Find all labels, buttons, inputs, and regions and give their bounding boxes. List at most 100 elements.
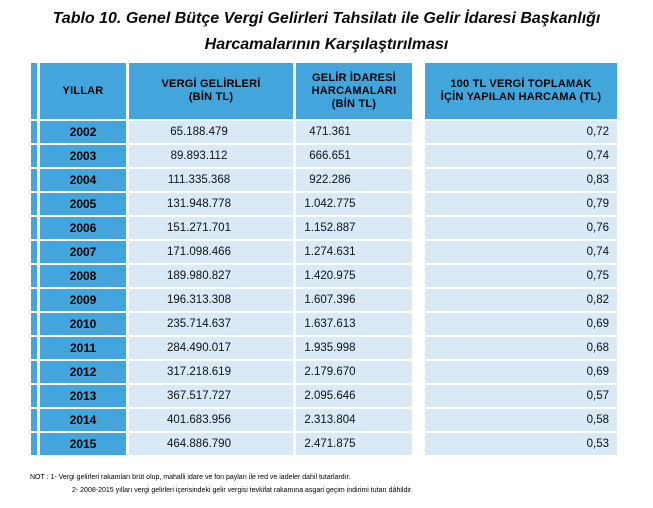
row-spacer-cell (31, 433, 37, 455)
gib-expenditure-cell: 1.935.998 (296, 337, 412, 359)
row-spacer-cell (31, 289, 37, 311)
cost-per-100tl-cell: 0,83 (425, 169, 617, 191)
gib-expenditure-cell: 1.274.631 (296, 241, 412, 263)
tax-revenue-cell: 131.948.778 (129, 193, 293, 215)
tax-revenue-cell: 196.313.308 (129, 289, 293, 311)
year-cell: 2011 (40, 337, 126, 359)
row-spacer-cell (31, 265, 37, 287)
gib-expenditure-cell: 1.042.775 (296, 193, 412, 215)
gib-expenditure-cell: 666.651 (296, 145, 412, 167)
header-spacer-cell (31, 63, 37, 119)
gib-expenditure-cell: 1.637.613 (296, 313, 412, 335)
gib-expenditure-cell: 922.286 (296, 169, 412, 191)
header-gib-expenditures-label: GELİR İDARESİ HARCAMALARI (BİN TL) (311, 71, 397, 110)
year-cell: 2002 (40, 121, 126, 143)
table-title: Tablo 10. Genel Bütçe Vergi Gelirleri Ta… (0, 0, 653, 58)
cost-per-100tl-cell: 0,68 (425, 337, 617, 359)
tax-revenue-cell: 317.218.619 (129, 361, 293, 383)
cost-per-100tl-cell: 0,75 (425, 265, 617, 287)
footnote-1: NOT : 1- Vergi gelirleri rakamları brüt … (30, 474, 351, 481)
table-row: 2006 151.271.701 1.152.887 0,76 (31, 217, 617, 239)
header-gib-expenditures: GELİR İDARESİ HARCAMALARI (BİN TL) (296, 63, 412, 119)
row-spacer-cell (31, 409, 37, 431)
tax-revenue-cell: 171.098.466 (129, 241, 293, 263)
cost-per-100tl-cell: 0,82 (425, 289, 617, 311)
row-spacer-cell (31, 145, 37, 167)
table-row: 2009 196.313.308 1.607.396 0,82 (31, 289, 617, 311)
table-row: 2010 235.714.637 1.637.613 0,69 (31, 313, 617, 335)
tax-revenue-cell: 151.271.701 (129, 217, 293, 239)
cost-per-100tl-cell: 0,74 (425, 241, 617, 263)
cost-per-100tl-cell: 0,69 (425, 313, 617, 335)
cost-per-100tl-cell: 0,76 (425, 217, 617, 239)
year-cell: 2014 (40, 409, 126, 431)
tax-revenue-cell: 189.980.827 (129, 265, 293, 287)
data-table: YILLAR VERGİ GELİRLERİ (BİN TL) GELİR İD… (31, 63, 617, 455)
tax-revenue-cell: 401.683.956 (129, 409, 293, 431)
cost-per-100tl-cell: 0,72 (425, 121, 617, 143)
cost-per-100tl-cell: 0,57 (425, 385, 617, 407)
footnote-2: 2- 2008-2015 yılları vergi gelirleri içe… (72, 487, 413, 494)
tax-revenue-cell: 367.517.727 (129, 385, 293, 407)
row-spacer-cell (31, 193, 37, 215)
row-spacer-cell (31, 169, 37, 191)
year-cell: 2008 (40, 265, 126, 287)
header-cost-per-100tl-label: 100 TL VERGİ TOPLAMAK İÇİN YAPILAN HARCA… (440, 78, 602, 103)
header-tax-revenues-label: VERGİ GELİRLERİ (BİN TL) (161, 78, 261, 103)
table-header-row: YILLAR VERGİ GELİRLERİ (BİN TL) GELİR İD… (31, 63, 617, 119)
table-row: 2015 464.886.790 2.471.875 0,53 (31, 433, 617, 455)
tax-revenue-cell: 464.886.790 (129, 433, 293, 455)
cost-per-100tl-cell: 0,79 (425, 193, 617, 215)
gib-expenditure-cell: 1.420.975 (296, 265, 412, 287)
table-row: 2012 317.218.619 2.179.670 0,69 (31, 361, 617, 383)
tax-revenue-cell: 65.188.479 (129, 121, 293, 143)
year-cell: 2003 (40, 145, 126, 167)
row-spacer-cell (31, 337, 37, 359)
table-body: 2002 65.188.479 471.361 0,72 2003 89.893… (31, 121, 617, 455)
table-title-line1: Tablo 10. Genel Bütçe Vergi Gelirleri Ta… (52, 10, 601, 27)
table-row: 2005 131.948.778 1.042.775 0,79 (31, 193, 617, 215)
gib-expenditure-cell: 471.361 (296, 121, 412, 143)
footnotes: NOT : 1- Vergi gelirleri rakamları brüt … (30, 471, 653, 497)
table-row: 2011 284.490.017 1.935.998 0,68 (31, 337, 617, 359)
year-cell: 2013 (40, 385, 126, 407)
header-years-label: YILLAR (62, 84, 104, 97)
header-years: YILLAR (40, 63, 126, 119)
row-spacer-cell (31, 313, 37, 335)
tax-revenue-cell: 235.714.637 (129, 313, 293, 335)
year-cell: 2010 (40, 313, 126, 335)
table-row: 2002 65.188.479 471.361 0,72 (31, 121, 617, 143)
table-row: 2007 171.098.466 1.274.631 0,74 (31, 241, 617, 263)
cost-per-100tl-cell: 0,58 (425, 409, 617, 431)
row-spacer-cell (31, 361, 37, 383)
gib-expenditure-cell: 1.607.396 (296, 289, 412, 311)
table-row: 2008 189.980.827 1.420.975 0,75 (31, 265, 617, 287)
tax-revenue-cell: 111.335.368 (129, 169, 293, 191)
gib-expenditure-cell: 2.095.646 (296, 385, 412, 407)
tax-revenue-cell: 89.893.112 (129, 145, 293, 167)
gib-expenditure-cell: 1.152.887 (296, 217, 412, 239)
gib-expenditure-cell: 2.313.804 (296, 409, 412, 431)
row-spacer-cell (31, 217, 37, 239)
cost-per-100tl-cell: 0,69 (425, 361, 617, 383)
table-title-line2: Harcamalarının Karşılaştırılması (204, 36, 449, 53)
year-cell: 2015 (40, 433, 126, 455)
table-row: 2003 89.893.112 666.651 0,74 (31, 145, 617, 167)
table-row: 2014 401.683.956 2.313.804 0,58 (31, 409, 617, 431)
tax-revenue-cell: 284.490.017 (129, 337, 293, 359)
header-tax-revenues: VERGİ GELİRLERİ (BİN TL) (129, 63, 293, 119)
gib-expenditure-cell: 2.179.670 (296, 361, 412, 383)
year-cell: 2004 (40, 169, 126, 191)
cost-per-100tl-cell: 0,74 (425, 145, 617, 167)
year-cell: 2005 (40, 193, 126, 215)
year-cell: 2009 (40, 289, 126, 311)
year-cell: 2006 (40, 217, 126, 239)
row-spacer-cell (31, 385, 37, 407)
cost-per-100tl-cell: 0,53 (425, 433, 617, 455)
row-spacer-cell (31, 121, 37, 143)
table-row: 2004 111.335.368 922.286 0,83 (31, 169, 617, 191)
table-row: 2013 367.517.727 2.095.646 0,57 (31, 385, 617, 407)
header-cost-per-100tl: 100 TL VERGİ TOPLAMAK İÇİN YAPILAN HARCA… (425, 63, 617, 119)
gib-expenditure-cell: 2.471.875 (296, 433, 412, 455)
